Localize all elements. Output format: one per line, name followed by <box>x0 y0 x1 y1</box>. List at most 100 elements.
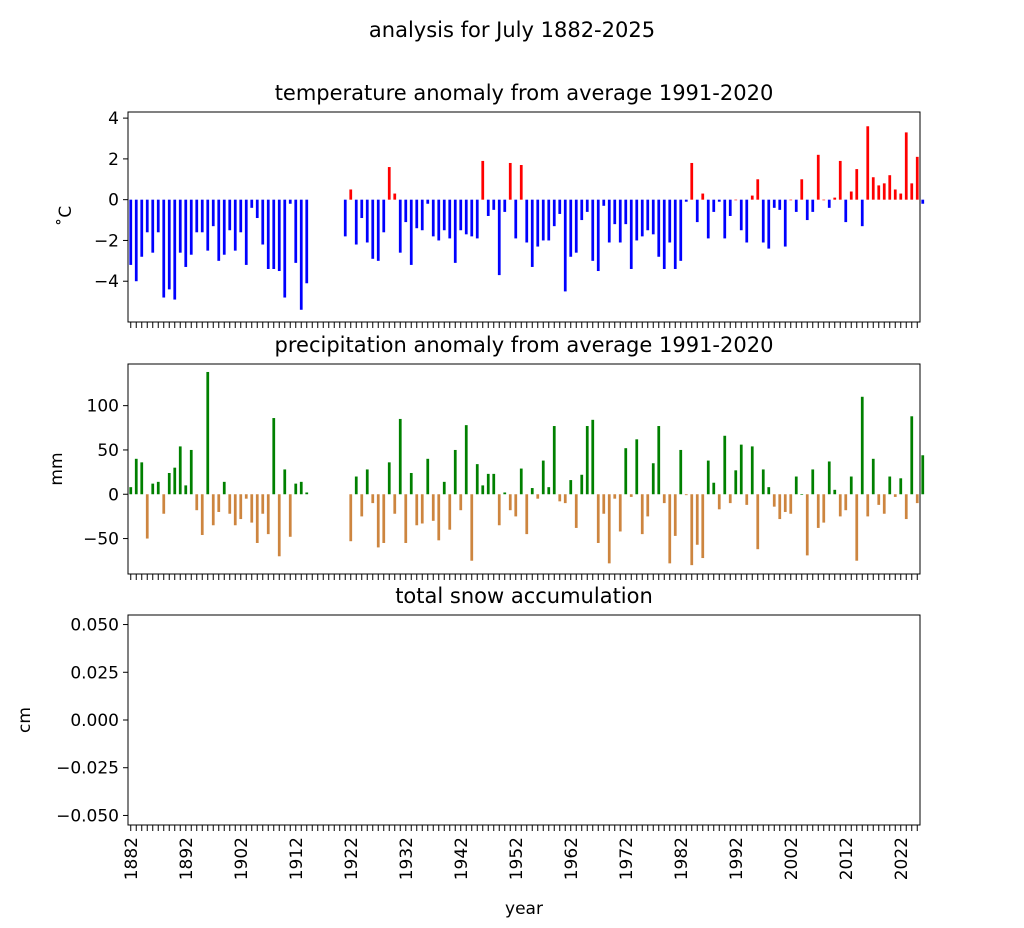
temp-bar-1927 <box>376 199 380 261</box>
precip-bar-1894 <box>195 494 199 511</box>
precip-bar-1970 <box>613 494 617 499</box>
temp-bar-1950 <box>503 199 507 212</box>
snow-xtick-label: 1932 <box>397 837 417 880</box>
precip-bar-1962 <box>569 480 573 495</box>
precip-bar-1998 <box>767 487 771 495</box>
temp-bar-1930 <box>393 193 397 200</box>
precip-bar-1886 <box>151 483 155 495</box>
temp-ytick-label: 0 <box>108 191 119 211</box>
figure-suptitle: analysis for July 1882-2025 <box>369 18 655 42</box>
temp-bar-2020 <box>888 175 892 200</box>
precip-bar-1933 <box>409 472 413 495</box>
precip-bar-1910 <box>283 469 287 495</box>
temp-bar-1942 <box>459 199 463 231</box>
precip-bar-2024 <box>910 416 914 495</box>
precip-bar-2003 <box>794 476 798 495</box>
precip-bar-2004 <box>800 494 804 495</box>
temp-bar-2015 <box>860 199 864 227</box>
precip-bar-1941 <box>453 449 457 495</box>
temp-bar-1978 <box>657 199 661 257</box>
precip-bar-1982 <box>679 449 683 495</box>
precip-bar-1924 <box>360 494 364 517</box>
temp-bar-2013 <box>849 191 853 200</box>
temp-bar-1882 <box>129 199 133 265</box>
temp-bar-1937 <box>431 199 435 237</box>
precip-bar-1967 <box>596 494 600 543</box>
temp-ytick-label: −4 <box>94 272 119 292</box>
precip-bar-2000 <box>778 494 782 520</box>
temp-bar-1910 <box>283 199 287 298</box>
precip-bar-1948 <box>492 473 496 495</box>
precip-bar-1892 <box>184 485 188 495</box>
snow-xtick-label: 2002 <box>782 837 802 880</box>
temp-bar-1931 <box>398 199 402 253</box>
temp-bar-1952 <box>514 199 518 239</box>
temp-ytick-label: −2 <box>94 231 119 251</box>
precip-bar-1896 <box>206 371 210 495</box>
temp-bar-1974 <box>635 199 639 241</box>
precip-bar-2016 <box>866 494 870 517</box>
temp-bar-1883 <box>134 199 138 282</box>
precip-bar-1969 <box>607 494 611 564</box>
temp-bar-2022 <box>899 193 903 200</box>
precip-bar-1883 <box>134 458 138 495</box>
snow-xtick-label: 1942 <box>452 837 472 880</box>
temp-bar-1960 <box>558 199 562 214</box>
precip-bar-1923 <box>354 476 358 495</box>
temp-bar-1934 <box>415 199 419 229</box>
temp-bar-1957 <box>541 199 545 241</box>
temp-bar-1926 <box>371 199 375 259</box>
temp-bar-1886 <box>151 199 155 253</box>
precip-bar-1953 <box>519 468 523 495</box>
snow-xtick-label: 1922 <box>342 837 362 880</box>
precip-bar-1940 <box>448 494 452 530</box>
temp-bar-1962 <box>569 199 573 257</box>
temp-bar-1897 <box>211 199 215 227</box>
precip-ytick-label: 0 <box>108 485 119 505</box>
precip-bar-1904 <box>250 494 254 523</box>
precip-bar-1914 <box>305 492 309 495</box>
temp-bar-2007 <box>816 154 820 200</box>
temp-bar-1987 <box>706 199 710 239</box>
precip-bar-1964 <box>580 474 584 495</box>
temp-bar-1997 <box>761 199 765 243</box>
precip-bar-2008 <box>822 494 826 523</box>
precip-bar-1995 <box>750 446 754 495</box>
temp-bar-1943 <box>464 199 468 235</box>
temp-bar-2019 <box>882 183 886 200</box>
precip-bar-2005 <box>805 494 809 556</box>
temp-bar-1932 <box>404 199 408 223</box>
temp-bar-1906 <box>261 199 265 245</box>
temp-bar-1984 <box>690 162 694 200</box>
temp-bar-2004 <box>800 179 804 200</box>
temp-bar-1929 <box>387 167 391 200</box>
temp-bar-1904 <box>250 199 254 208</box>
precip-bar-1956 <box>536 494 540 499</box>
temp-bar-2009 <box>827 199 831 208</box>
temp-bar-1993 <box>739 199 743 231</box>
precip-bar-2007 <box>816 494 820 528</box>
precip-bar-1942 <box>459 494 463 511</box>
precip-bar-1947 <box>486 473 490 495</box>
temp-bar-1894 <box>195 199 199 233</box>
precip-bar-1935 <box>420 494 424 524</box>
snow-axes-frame <box>127 614 921 826</box>
snow-xtick-label: 1892 <box>177 837 197 880</box>
temp-bar-1913 <box>299 199 303 310</box>
precipitation-title: precipitation anomaly from average 1991-… <box>275 333 774 357</box>
precip-bar-1891 <box>178 446 182 495</box>
precip-bar-1973 <box>629 494 633 497</box>
temp-bar-2016 <box>866 126 870 200</box>
temp-bar-2012 <box>844 199 848 223</box>
precip-bar-1992 <box>734 470 738 495</box>
temp-bar-1908 <box>272 199 276 269</box>
temp-bar-1990 <box>723 199 727 239</box>
precip-bar-1993 <box>739 444 743 495</box>
precip-bar-1902 <box>239 494 243 520</box>
precip-bar-2015 <box>860 396 864 495</box>
temp-bar-2014 <box>855 169 859 200</box>
temp-bar-1911 <box>288 199 292 204</box>
precip-bar-2014 <box>855 494 859 561</box>
precip-bar-1888 <box>162 494 166 514</box>
precip-bar-1936 <box>426 458 430 495</box>
